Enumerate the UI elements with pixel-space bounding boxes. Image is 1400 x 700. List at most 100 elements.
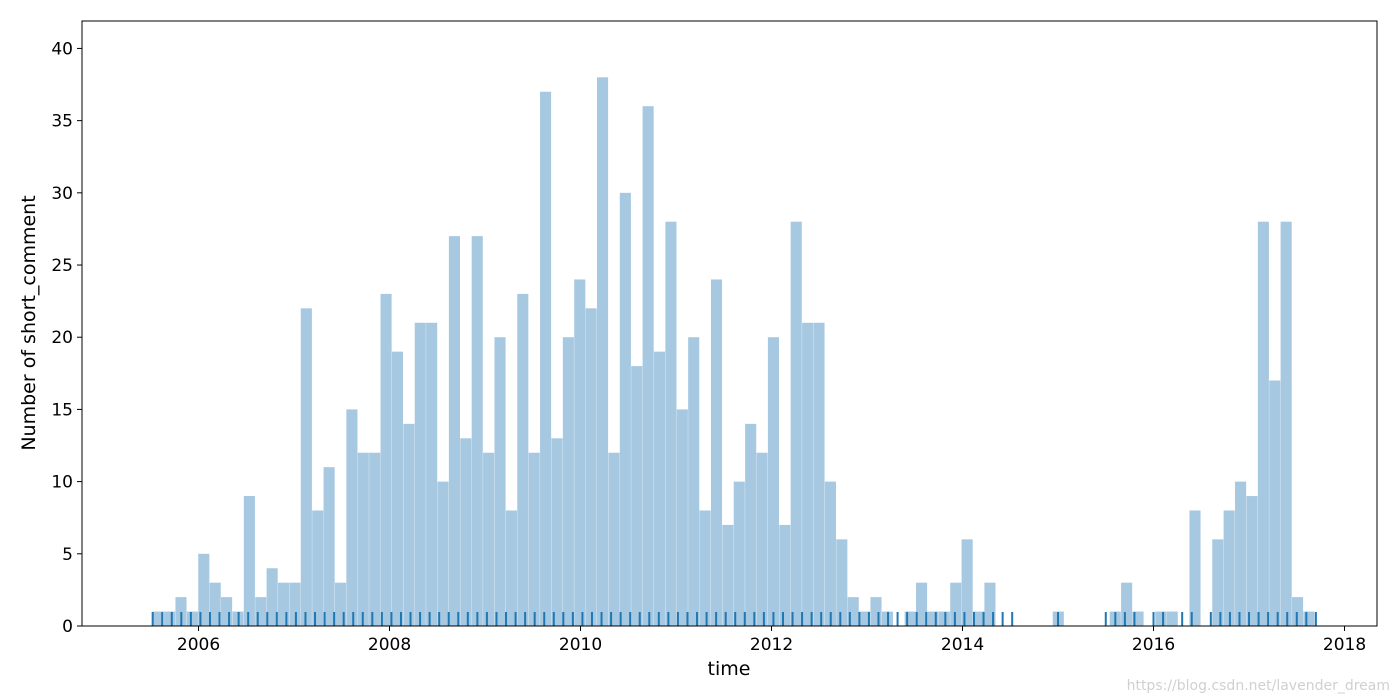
histogram-bar [1292,597,1304,626]
histogram-bar [619,192,631,626]
histogram-bar [1280,221,1292,627]
x-tick-label: 2016 [1132,635,1175,655]
histogram-bar [448,236,460,627]
histogram-bar [779,524,791,626]
histogram-bar [164,611,176,626]
histogram-bar [699,510,711,626]
histogram-bar [1257,221,1269,627]
y-axis-title: Number of short_comment [18,195,40,450]
bars-layer [152,77,1315,627]
histogram-bar [767,337,780,626]
histogram-bar [357,452,369,626]
histogram-bar [745,423,757,626]
histogram-bar [277,582,290,626]
histogram-bar [608,452,620,626]
rug-layer [151,612,1317,626]
histogram-bar [528,452,540,626]
x-tick-label: 2008 [368,635,411,655]
histogram-bar [1223,510,1235,626]
x-axis-title: time [708,658,751,680]
histogram-bar [152,611,164,626]
x-axis: 2006 2008 2010 2012 2014 2016 2018 [177,626,1366,655]
histogram-bar [631,366,643,626]
histogram-bar [1189,510,1201,626]
y-tick-label: 15 [51,400,73,420]
histogram-bar [676,409,688,626]
y-tick-label: 10 [51,473,73,493]
histogram-bar [710,279,723,626]
histogram-bar [870,597,882,626]
histogram-bar [972,611,985,626]
histogram-bar [859,611,871,626]
histogram-bar [665,221,677,627]
histogram-bar [813,322,825,626]
histogram-bar [653,351,666,626]
histogram-bar [505,510,517,626]
histogram-bar [1132,611,1144,626]
y-tick-label: 20 [51,328,73,348]
y-tick-label: 25 [51,256,73,276]
histogram-bar [494,337,506,626]
histogram-bar [1166,611,1178,626]
histogram-bar [836,539,848,626]
y-tick-label: 35 [51,112,73,132]
histogram-bar [414,322,426,626]
histogram-bar [380,293,392,626]
histogram-bar [1155,611,1167,626]
histogram-bar [642,106,654,627]
x-tick-label: 2018 [1323,635,1366,655]
y-axis: 0 5 10 15 20 25 30 35 40 [51,39,82,637]
histogram-bar [471,236,483,627]
histogram-bar [437,481,449,626]
histogram-bar [312,510,324,626]
histogram-bar [551,438,563,626]
histogram-bar [1246,496,1258,626]
histogram-bar [927,611,939,626]
histogram-bar [585,308,597,626]
histogram-bar [802,322,814,626]
histogram-bar [391,351,404,626]
histogram-bar [916,582,928,626]
histogram-bar [426,322,438,626]
histogram-bar [517,293,529,626]
histogram-bar [300,308,312,626]
plot-frame [81,20,1378,627]
histogram-bar [904,611,916,626]
histogram-bar [243,496,255,626]
histogram-bar [1212,539,1224,626]
histogram-bar [221,597,233,626]
histogram-bar [460,438,472,626]
x-tick-label: 2010 [559,635,602,655]
histogram-bar [824,481,836,626]
histogram-bar [323,467,335,626]
histogram-bar [198,553,210,626]
histogram-bar [562,337,574,626]
histogram-bar [266,568,278,626]
histogram-bar [722,524,734,626]
x-tick-label: 2014 [941,635,984,655]
y-tick-label: 0 [62,617,73,637]
histogram-bar [483,452,495,626]
histogram-bar [255,597,267,626]
x-tick-label: 2012 [750,635,793,655]
y-tick-label: 5 [62,545,73,565]
histogram-bar [334,582,347,626]
histogram-bar [688,337,700,626]
histogram-bar [346,409,358,626]
y-tick-label: 40 [51,39,73,59]
histogram-bar [961,539,973,626]
histogram-bar [175,597,187,626]
histogram-bar [540,91,552,627]
histogram-bar [1303,611,1315,626]
histogram-bar [574,279,586,626]
histogram-bar [209,582,221,626]
x-tick-label: 2006 [177,635,220,655]
histogram-bar [1235,481,1247,626]
histogram-bar [369,452,381,626]
watermark-text: https://blog.csdn.net/lavender_dream [1126,678,1390,694]
histogram-bar [847,597,859,626]
histogram-bar [984,582,996,626]
histogram-bar [1269,380,1281,626]
histogram-bar [950,582,962,626]
